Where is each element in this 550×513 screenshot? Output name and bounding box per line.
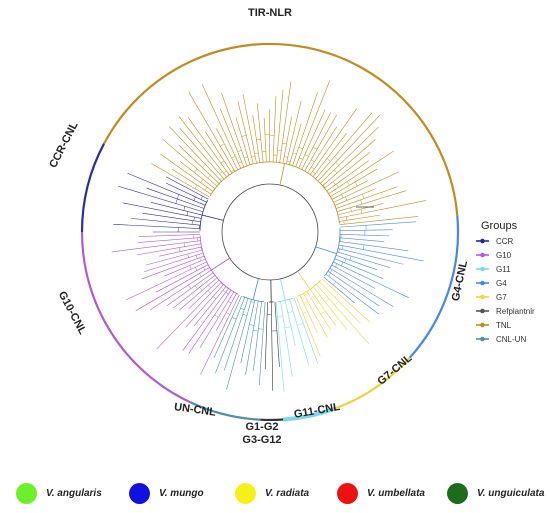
ring-segment-un-cnl	[190, 401, 261, 421]
species-name: V. angularis	[46, 487, 102, 499]
label-g3-g12: G3-G12	[242, 434, 281, 446]
legend-item-label: TNL	[496, 321, 512, 330]
ring-segment-g7-cnl	[333, 357, 411, 410]
species-color-dot	[447, 482, 468, 504]
clade-branches	[264, 279, 280, 391]
legend-swatch-dot	[480, 238, 485, 244]
species-legend-item: V. umbellata	[337, 482, 425, 504]
species-name: V. unguiculata	[477, 487, 545, 499]
label-g11-cnl: G11-CNL	[293, 401, 341, 421]
ring-segment-tir-nlr	[103, 42, 459, 216]
legend-item-label: CCR	[496, 237, 514, 246]
legend-swatch-dot	[480, 336, 485, 342]
species-legend-item: V. unguiculata	[447, 482, 544, 504]
clade-branches	[275, 278, 319, 392]
clade-branches	[151, 80, 427, 225]
species-name: V. mungo	[159, 487, 204, 499]
legend-item-label: G4	[496, 279, 507, 288]
groups-legend: Groups CCR G10 G11 G4 G7 Refplantnlr TNL CNL-UN	[476, 220, 535, 344]
clade-branches	[213, 278, 266, 390]
species-legend: V. angularis V. mungo V. radiata V. umbella…	[0, 478, 550, 510]
label-g7-cnl: G7-CNL	[375, 352, 414, 388]
legend-item-label: G7	[496, 293, 507, 302]
species-legend-item: V. angularis	[16, 482, 102, 504]
tree-branches	[111, 80, 427, 392]
tree-root-ring	[221, 183, 319, 281]
label-ccr-cnl: CCR-CNL	[47, 120, 81, 170]
legend-title: Groups	[481, 220, 518, 232]
ring-segment-g11-cnl	[282, 406, 335, 422]
label-g4-cnl: G4-CNL	[450, 259, 470, 302]
species-legend-item: V. radiata	[235, 482, 309, 504]
legend-swatch-dot	[480, 280, 485, 286]
ring-segment-g4-cnl	[408, 215, 460, 359]
clade-ring	[80, 42, 460, 422]
legend-swatch-dot	[480, 252, 485, 258]
legend-swatch-dot	[480, 294, 485, 300]
clade-branches	[315, 221, 424, 315]
ring-segment-ccr-cnl	[80, 143, 105, 233]
species-color-dot	[235, 482, 256, 504]
legend-item-label: CNL-UN	[496, 335, 526, 344]
species-color-dot	[129, 482, 150, 504]
species-name: V. umbellata	[367, 487, 425, 499]
label-g1-g2: G1-G2	[245, 421, 278, 433]
ring-segment-g10-cnl	[80, 231, 191, 404]
legend-swatch-dot	[480, 322, 485, 328]
species-color-dot	[16, 482, 37, 504]
species-color-dot	[337, 482, 358, 504]
clade-branches	[295, 271, 371, 357]
clade-branches	[111, 234, 240, 375]
label-g10-cnl: G10-CNL	[56, 289, 89, 336]
legend-swatch-dot	[480, 308, 485, 314]
species-name: V. radiata	[265, 487, 310, 499]
legend-item-label: Refplantnlr	[496, 307, 535, 316]
species-legend-item: V. mungo	[129, 482, 204, 504]
label-tir-nlr: TIR-NLR	[248, 7, 292, 19]
clade-branches	[113, 172, 224, 233]
legend-swatch-dot	[480, 266, 485, 272]
label-un-cnl: UN-CNL	[173, 401, 217, 419]
legend-item-label: G11	[496, 265, 511, 274]
legend-item-label: G10	[496, 251, 512, 260]
